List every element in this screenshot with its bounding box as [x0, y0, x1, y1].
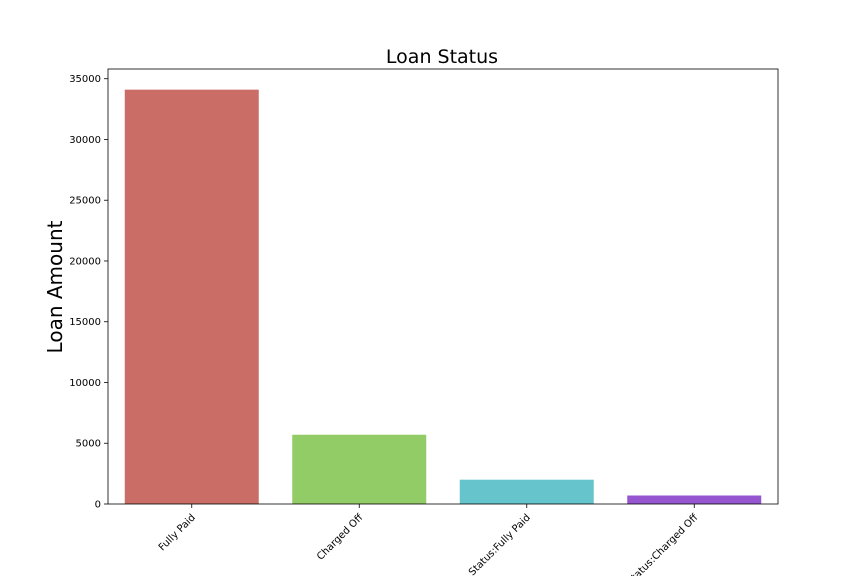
y-tick-label: 30000 — [69, 135, 101, 146]
y-tick-label: 15000 — [69, 317, 101, 328]
y-tick-label: 35000 — [69, 74, 101, 85]
y-tick-label: 25000 — [69, 196, 101, 207]
plot-frame — [107, 68, 779, 505]
x-tick-label: Charged Off — [315, 512, 366, 563]
y-tick-label: 20000 — [69, 256, 101, 267]
y-tick-label: 10000 — [69, 378, 101, 389]
bar-charged-off — [292, 434, 427, 504]
bar-fully-paid — [124, 89, 259, 504]
y-tick-label: 5000 — [76, 439, 101, 450]
bar-status-fully-paid — [459, 479, 594, 504]
y-axis-ticks: 0 5000 10000 15000 20000 25000 30000 35000 — [69, 74, 108, 511]
bars-group — [124, 89, 762, 504]
x-axis-ticks: Fully Paid Charged Off Status:Fully Paid St… — [157, 504, 701, 576]
x-tick-label: Status:Charged Off — [625, 512, 701, 576]
x-tick-label: Status:Fully Paid — [467, 512, 533, 576]
y-axis-label: Loan Amount — [43, 220, 67, 353]
chart-title: Loan Status — [386, 46, 498, 68]
y-tick-label: 0 — [95, 500, 101, 511]
x-tick-label: Fully Paid — [157, 512, 198, 553]
bar-status-charged-off — [627, 495, 762, 504]
